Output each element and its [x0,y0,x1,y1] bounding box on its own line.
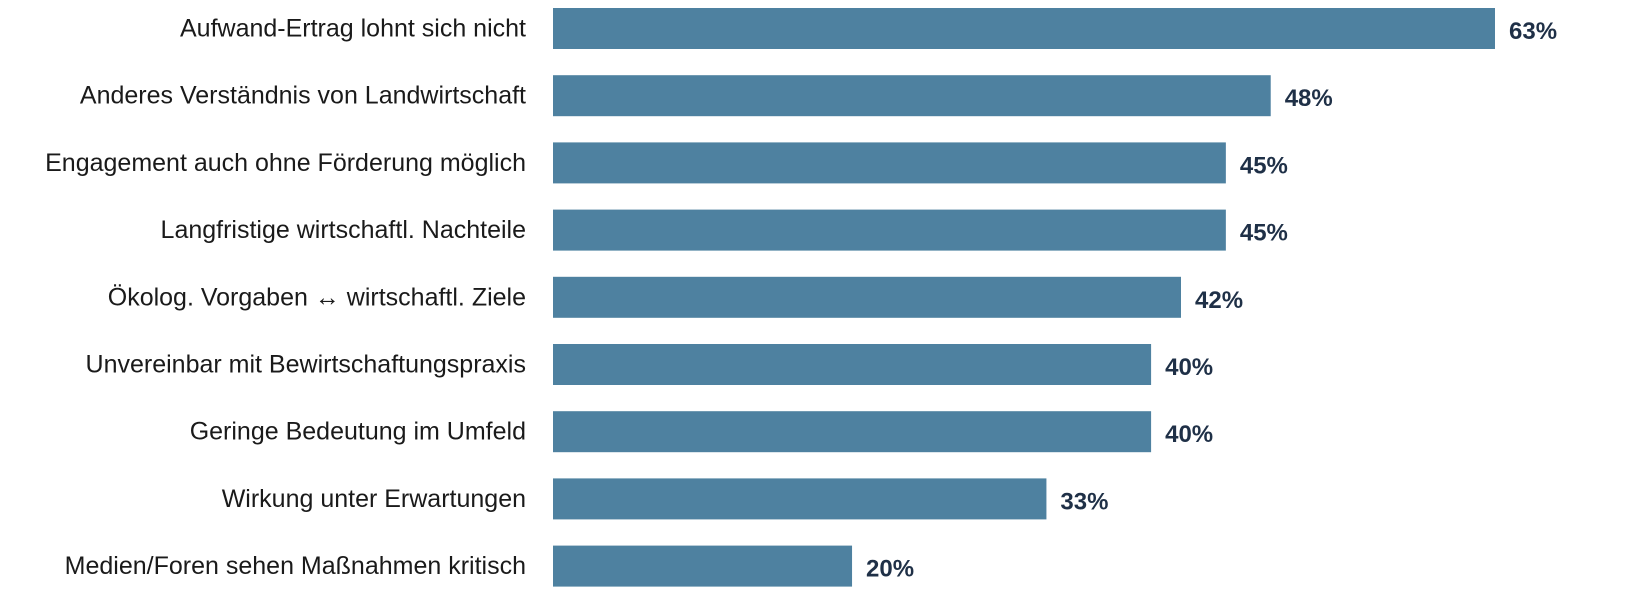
bar [553,8,1495,49]
category-label: Aufwand-Ertrag lohnt sich nicht [180,15,526,43]
bar [553,478,1047,520]
value-label: 42% [1195,287,1243,314]
value-label: 48% [1285,85,1333,112]
value-label: 20% [866,556,914,583]
category-label: Unvereinbar mit Bewirtschaftungspraxis [86,351,526,379]
bar [553,209,1226,251]
category-label: Anderes Verständnis von Landwirtschaft [80,82,526,110]
bar [553,545,853,587]
category-label: Wirkung unter Erwartungen [222,485,526,513]
value-label: 33% [1060,488,1108,515]
value-label: 40% [1165,354,1213,381]
category-label: Geringe Bedeutung im Umfeld [190,418,526,446]
bar [553,75,1271,117]
category-label: Ökolog. Vorgaben ↔ wirtschaftl. Ziele [108,283,526,311]
bar [553,411,1152,453]
value-label: 45% [1240,220,1288,247]
bar [553,344,1152,385]
value-label: 63% [1509,18,1557,45]
value-label: 40% [1165,421,1213,448]
category-label: Engagement auch ohne Förderung möglich [45,149,526,177]
bar [553,276,1181,318]
category-label: Medien/Foren sehen Maßnahmen kritisch [65,552,526,580]
value-label: 45% [1240,152,1288,179]
bar [553,142,1226,184]
category-label: Langfristige wirtschaftl. Nachteile [161,216,526,244]
